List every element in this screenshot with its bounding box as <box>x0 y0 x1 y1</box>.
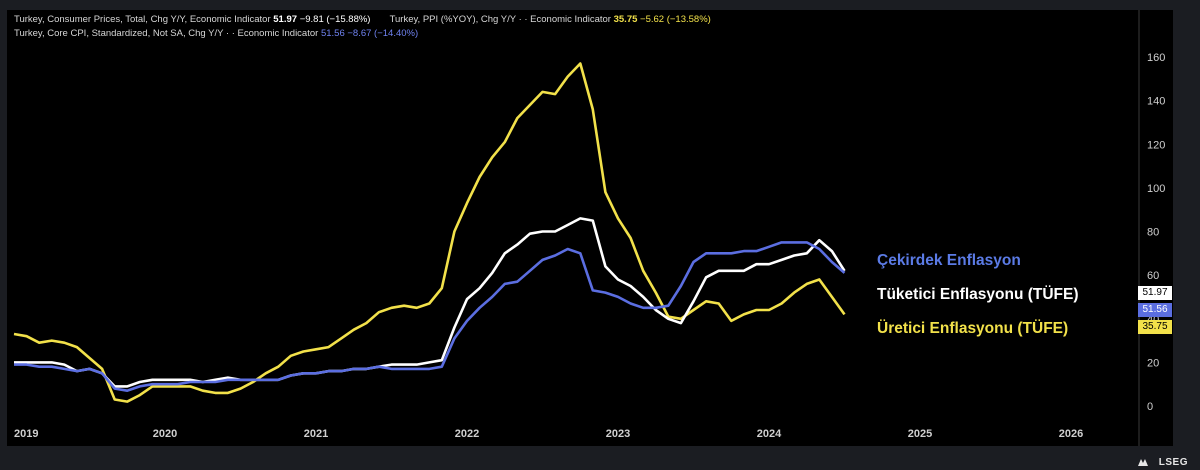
y-tick-label: 100 <box>1147 183 1165 195</box>
price-badge-core: 51.56 <box>1138 303 1172 317</box>
series-line-ppi <box>13 62 846 403</box>
series-group <box>13 62 846 403</box>
legend-row-1: Turkey, Consumer Prices, Total, Chg Y/Y,… <box>14 14 711 26</box>
legend-ppi-change: −5.62 (−13.58%) <box>640 14 711 25</box>
x-tick-label: 2019 <box>14 428 38 440</box>
x-tick-label: 2024 <box>757 428 782 440</box>
annotation-producer-inflation: Üretici Enflasyonu (TÜFE) <box>877 320 1069 337</box>
legend-core-last: 51.56 <box>320 28 345 39</box>
brand-label: LSEG <box>1158 457 1188 468</box>
legend-cpi-last: 51.97 <box>273 14 298 25</box>
series-line-core <box>14 241 846 393</box>
y-tick-label: 140 <box>1147 96 1165 108</box>
legend-row-2: Turkey, Core CPI, Standardized, Not SA, … <box>14 28 418 40</box>
x-tick-label: 2026 <box>1059 428 1083 440</box>
y-tick-label: 0 <box>1147 401 1153 413</box>
lseg-logo-icon <box>1138 459 1148 466</box>
y-tick-label: 160 <box>1147 52 1165 64</box>
legend-cpi-name: Turkey, Consumer Prices, Total, Chg Y/Y,… <box>14 14 271 25</box>
legend-core-change: −8.67 (−14.40%) <box>347 28 419 39</box>
x-tick-label: 2020 <box>153 428 177 440</box>
legend-ppi-name: Turkey, PPI (%YOY), Chg Y/Y · · Economic… <box>389 14 611 25</box>
y-tick-label: 20 <box>1147 357 1159 369</box>
series-line-cpi <box>14 217 846 388</box>
plot-area <box>7 10 1173 446</box>
x-tick-label: 2022 <box>455 428 479 440</box>
x-axis-ticks: 2019 2020 2021 2022 2023 2024 2025 2026 <box>14 428 1083 440</box>
x-tick-label: 2021 <box>304 428 328 440</box>
price-badge-cpi: 51.97 <box>1138 286 1172 300</box>
y-tick-label: 60 <box>1147 270 1159 282</box>
annotation-consumer-inflation: Tüketici Enflasyonu (TÜFE) <box>877 286 1079 303</box>
y-axis-ticks: 020406080100120140160 <box>1147 52 1165 413</box>
price-badge-ppi: 35.75 <box>1138 320 1172 334</box>
legend-cpi-change: −9.81 (−15.88%) <box>299 14 371 25</box>
y-tick-label: 120 <box>1147 139 1165 151</box>
annotation-core-inflation: Çekirdek Enflasyon <box>877 252 1021 269</box>
x-tick-label: 2023 <box>606 428 630 440</box>
legend-core-name: Turkey, Core CPI, Standardized, Not SA, … <box>14 28 319 39</box>
x-tick-label: 2025 <box>908 428 932 440</box>
legend-ppi-last: 35.75 <box>613 14 638 25</box>
y-tick-label: 80 <box>1147 227 1159 239</box>
